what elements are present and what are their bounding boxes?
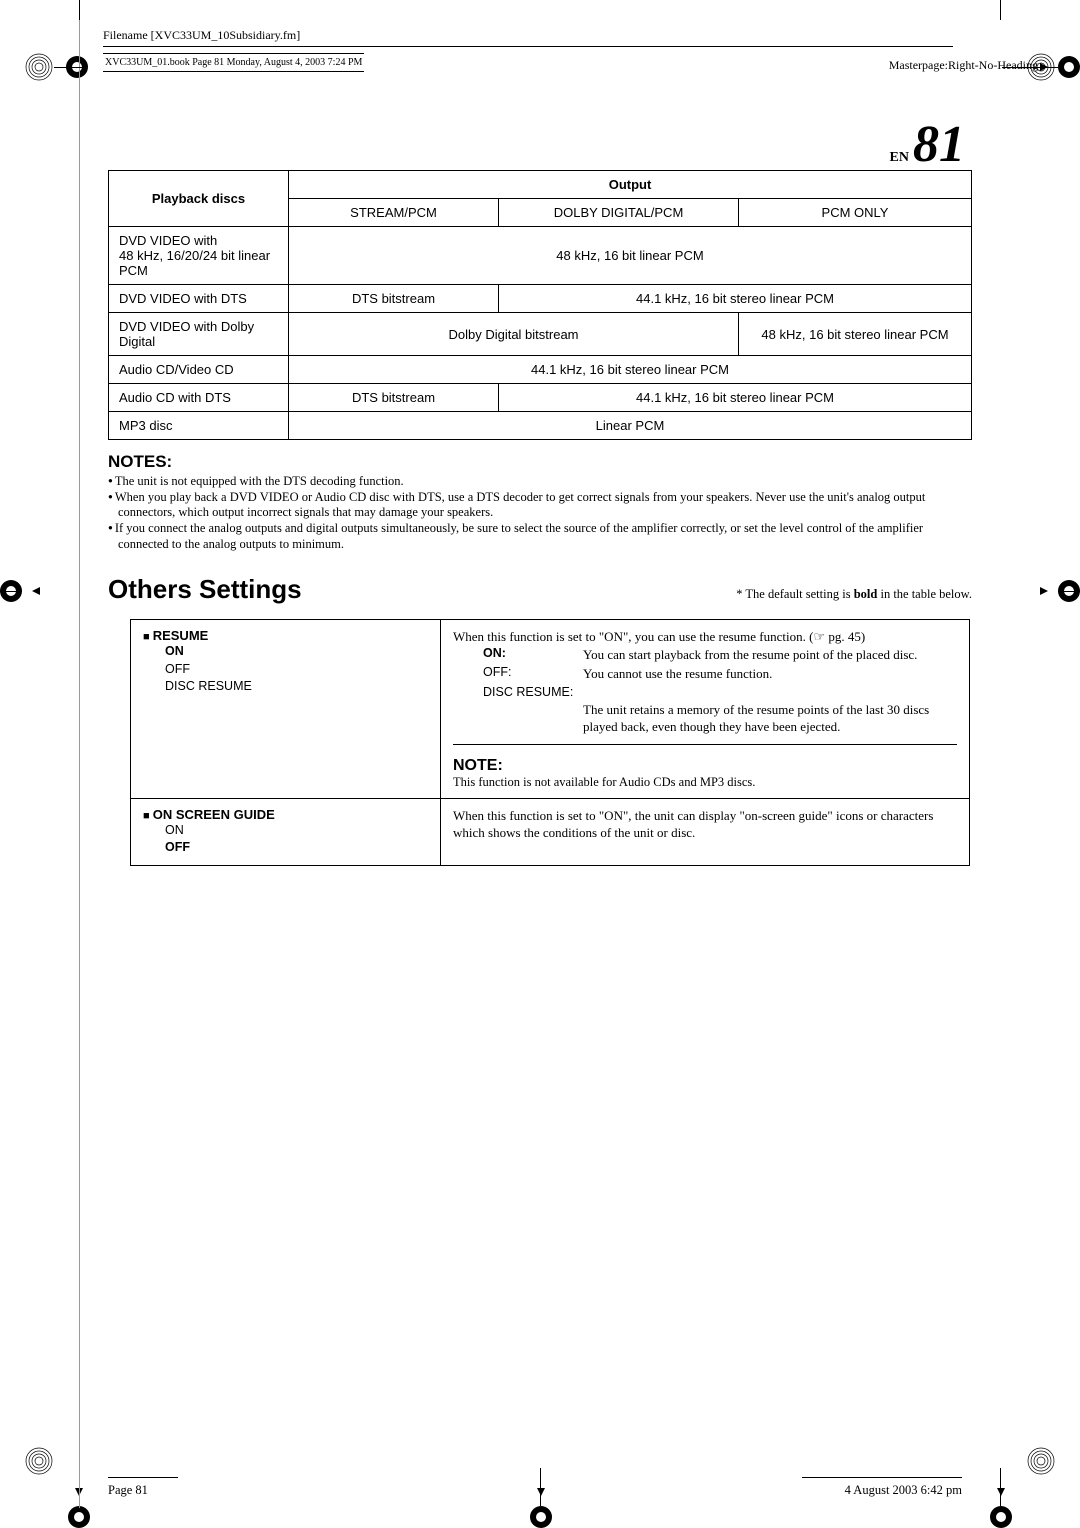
resume-title: RESUME <box>143 628 428 643</box>
resume-desc-cell: When this function is set to "ON", you c… <box>441 620 970 799</box>
main-content: Playback discs Output STREAM/PCM DOLBY D… <box>108 170 972 866</box>
page-num: 81 <box>913 116 965 173</box>
osg-title: ON SCREEN GUIDE <box>143 807 428 822</box>
r4-label: Audio CD/Video CD <box>109 356 289 384</box>
r1-val: 48 kHz, 16 bit linear PCM <box>289 227 972 285</box>
settings-table: RESUME ON OFF DISC RESUME When this func… <box>130 619 970 866</box>
trim-line <box>79 0 80 20</box>
filename-label: Filename [XVC33UM_10Subsidiary.fm] <box>103 28 1010 43</box>
resume-intro: When this function is set to "ON", you c… <box>453 628 957 646</box>
resume-on-label: ON: <box>483 646 583 664</box>
resume-opt-disc: DISC RESUME <box>165 678 428 696</box>
col-dolby: DOLBY DIGITAL/PCM <box>499 199 739 227</box>
footer-rule-left <box>108 1477 178 1478</box>
resume-options: ON OFF DISC RESUME <box>165 643 428 696</box>
filename-rule <box>103 46 953 47</box>
col-pcm: PCM ONLY <box>739 199 972 227</box>
crop-mark-bl <box>68 1506 90 1528</box>
r4-val: 44.1 kHz, 16 bit stereo linear PCM <box>289 356 972 384</box>
page-number: EN 81 <box>890 115 965 174</box>
crop-mark-bc <box>530 1506 552 1528</box>
resume-on-text: You can start playback from the resume p… <box>583 646 957 664</box>
footer-right: 4 August 2003 6:42 pm <box>845 1483 962 1498</box>
header: Filename [XVC33UM_10Subsidiary.fm] XVC33… <box>103 28 1010 72</box>
r3-c3: 48 kHz, 16 bit stereo linear PCM <box>739 313 972 356</box>
r2-c1: DTS bitstream <box>289 285 499 313</box>
others-heading: Others Settings <box>108 574 302 605</box>
trim-line <box>540 1468 541 1506</box>
resume-off-text: You cannot use the resume function. <box>583 665 957 683</box>
trim-line <box>1058 591 1080 592</box>
others-sub-post: in the table below. <box>877 587 972 601</box>
notes-heading: NOTES: <box>108 452 972 472</box>
r5-c1: DTS bitstream <box>289 384 499 412</box>
resume-note-text: This function is not available for Audio… <box>453 775 957 790</box>
th-playback: Playback discs <box>109 171 289 227</box>
r5-c23: 44.1 kHz, 16 bit stereo linear PCM <box>499 384 972 412</box>
osg-opt-off: OFF <box>165 839 428 857</box>
footer-rule-right <box>802 1477 962 1478</box>
trim-line <box>1000 1468 1001 1506</box>
crop-mark-br <box>990 1506 1012 1528</box>
r6-label: MP3 disc <box>109 412 289 440</box>
others-subtext: * The default setting is bold in the tab… <box>736 587 972 602</box>
resume-opt-on: ON <box>165 643 428 661</box>
osg-name-cell: ON SCREEN GUIDE ON OFF <box>131 798 441 865</box>
r3-c12: Dolby Digital bitstream <box>289 313 739 356</box>
crop-corner-tl <box>24 52 54 82</box>
col-stream: STREAM/PCM <box>289 199 499 227</box>
osg-options: ON OFF <box>165 822 428 857</box>
r2-label: DVD VIDEO with DTS <box>109 285 289 313</box>
resume-note-head: NOTE: <box>453 757 957 775</box>
trim-line <box>1000 0 1001 20</box>
crop-corner-bl <box>24 1446 54 1476</box>
masterpage-label: Masterpage:Right-No-Heading <box>889 58 1038 73</box>
crop-corner-br <box>1026 1446 1056 1476</box>
r2-c23: 44.1 kHz, 16 bit stereo linear PCM <box>499 285 972 313</box>
note-item: The unit is not equipped with the DTS de… <box>108 474 972 490</box>
th-output: Output <box>289 171 972 199</box>
page-en-label: EN <box>890 150 909 165</box>
note-item: When you play back a DVD VIDEO or Audio … <box>108 490 972 521</box>
osg-desc: When this function is set to "ON", the u… <box>453 807 957 842</box>
r3-label: DVD VIDEO with Dolby Digital <box>109 313 289 356</box>
osg-desc-cell: When this function is set to "ON", the u… <box>441 798 970 865</box>
margin-line-left <box>79 20 80 1508</box>
resume-opt-off: OFF <box>165 661 428 679</box>
resume-note-sep: NOTE: This function is not available for… <box>453 744 957 790</box>
resume-desc-grid: ON: You can start playback from the resu… <box>483 646 957 736</box>
note-item: If you connect the analog outputs and di… <box>108 521 972 552</box>
resume-off-label: OFF: <box>483 665 583 683</box>
trim-line <box>54 67 84 68</box>
resume-disc-text: The unit retains a memory of the resume … <box>583 701 957 736</box>
footer-left: Page 81 <box>108 1483 148 1498</box>
r1-label: DVD VIDEO with 48 kHz, 16/20/24 bit line… <box>109 227 289 285</box>
others-heading-row: Others Settings * The default setting is… <box>108 552 972 605</box>
notes-list: The unit is not equipped with the DTS de… <box>108 474 972 552</box>
output-table: Playback discs Output STREAM/PCM DOLBY D… <box>108 170 972 440</box>
trim-line <box>0 591 22 592</box>
resume-disc-label: DISC RESUME: <box>483 685 957 699</box>
crop-mark-tr <box>1058 56 1080 78</box>
r5-label: Audio CD with DTS <box>109 384 289 412</box>
others-sub-bold: bold <box>854 587 878 601</box>
resume-name-cell: RESUME ON OFF DISC RESUME <box>131 620 441 799</box>
r6-val: Linear PCM <box>289 412 972 440</box>
others-sub-pre: * The default setting is <box>736 587 853 601</box>
osg-opt-on: ON <box>165 822 428 840</box>
book-line: XVC33UM_01.book Page 81 Monday, August 4… <box>103 53 364 72</box>
